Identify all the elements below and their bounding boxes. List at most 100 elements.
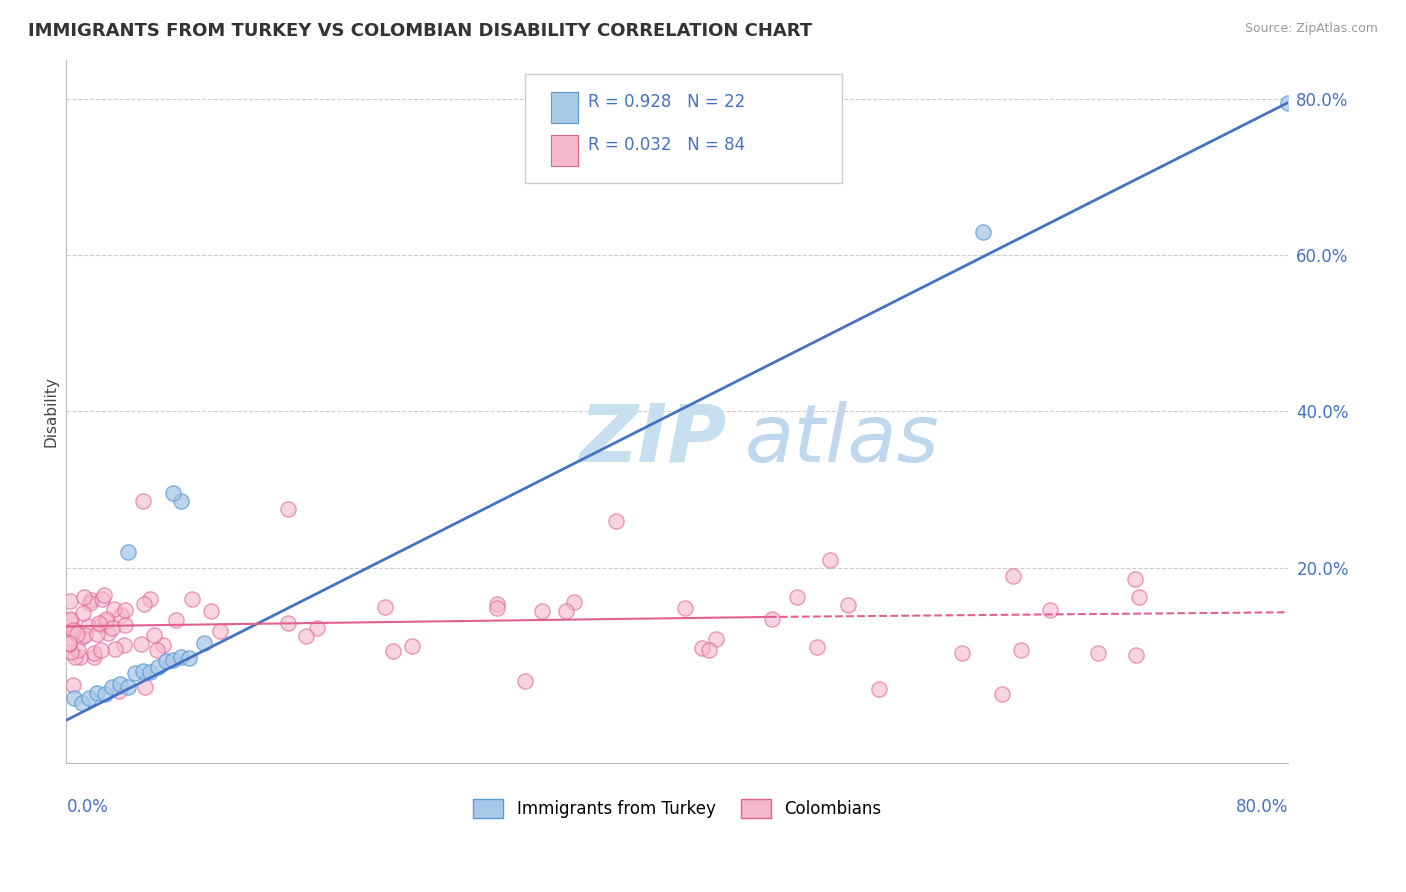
Legend: Immigrants from Turkey, Colombians: Immigrants from Turkey, Colombians xyxy=(467,793,887,825)
Point xyxy=(114,603,136,617)
Point xyxy=(103,602,125,616)
FancyBboxPatch shape xyxy=(524,74,842,183)
Point xyxy=(63,691,86,706)
Bar xyxy=(551,135,578,166)
Point xyxy=(112,638,135,652)
Point xyxy=(67,643,90,657)
Point xyxy=(65,650,87,665)
Point xyxy=(181,592,204,607)
Point xyxy=(108,684,131,698)
Point xyxy=(58,637,80,651)
Point xyxy=(555,604,578,618)
Point xyxy=(277,616,299,631)
Point xyxy=(1010,643,1032,657)
Text: ZIP: ZIP xyxy=(579,401,727,478)
Text: 0.0%: 0.0% xyxy=(66,798,108,816)
Point xyxy=(562,595,585,609)
Point xyxy=(117,545,139,559)
Point xyxy=(70,630,93,644)
Point xyxy=(818,553,841,567)
Point xyxy=(837,598,859,612)
Point xyxy=(485,600,508,615)
Point xyxy=(91,592,114,607)
Point xyxy=(134,680,156,694)
Point xyxy=(486,597,509,611)
Point xyxy=(706,632,728,646)
Point xyxy=(208,624,231,639)
Point xyxy=(79,690,101,705)
Point xyxy=(155,654,177,668)
Point xyxy=(170,649,193,664)
Text: 80.0%: 80.0% xyxy=(1236,798,1288,816)
Point xyxy=(786,590,808,604)
Text: atlas: atlas xyxy=(744,401,939,478)
Point xyxy=(605,514,627,528)
Point xyxy=(69,649,91,664)
Point xyxy=(1039,603,1062,617)
Point xyxy=(66,627,89,641)
Text: R = 0.032   N = 84: R = 0.032 N = 84 xyxy=(588,136,745,153)
Point xyxy=(146,660,169,674)
Point xyxy=(97,625,120,640)
Point xyxy=(89,616,111,631)
Point xyxy=(374,599,396,614)
Point xyxy=(59,644,82,658)
Point xyxy=(132,664,155,678)
Point xyxy=(72,590,94,604)
Point xyxy=(139,665,162,680)
Point xyxy=(80,593,103,607)
Point xyxy=(530,604,553,618)
Point xyxy=(62,678,84,692)
Point xyxy=(1087,646,1109,660)
Point xyxy=(162,486,184,500)
Point xyxy=(690,640,713,655)
Point xyxy=(134,597,156,611)
Point xyxy=(83,646,105,660)
Point xyxy=(90,618,112,632)
Point xyxy=(162,653,184,667)
Text: R = 0.928   N = 22: R = 0.928 N = 22 xyxy=(588,93,745,112)
Point xyxy=(165,613,187,627)
Point xyxy=(170,494,193,508)
Point xyxy=(62,624,84,638)
Point xyxy=(806,640,828,655)
Y-axis label: Disability: Disability xyxy=(44,376,58,447)
Point xyxy=(77,619,100,633)
Point xyxy=(950,647,973,661)
Point xyxy=(79,595,101,609)
Point xyxy=(177,650,200,665)
Point xyxy=(761,612,783,626)
Point xyxy=(972,225,994,239)
Point xyxy=(70,696,93,710)
Point xyxy=(513,674,536,689)
Point xyxy=(991,687,1014,701)
Point xyxy=(93,687,115,701)
Point xyxy=(152,638,174,652)
Point xyxy=(90,643,112,657)
Point xyxy=(100,622,122,636)
Point xyxy=(117,680,139,694)
Point xyxy=(132,494,155,508)
Bar xyxy=(551,92,578,123)
Point xyxy=(699,643,721,657)
Point xyxy=(110,608,132,623)
Point xyxy=(83,650,105,665)
Point xyxy=(86,627,108,641)
Point xyxy=(114,618,136,632)
Point xyxy=(146,642,169,657)
Point xyxy=(143,628,166,642)
Point xyxy=(93,589,115,603)
Point xyxy=(86,686,108,700)
Point xyxy=(295,629,318,643)
Point xyxy=(382,644,405,658)
Point xyxy=(401,639,423,653)
Point xyxy=(72,606,94,620)
Text: Source: ZipAtlas.com: Source: ZipAtlas.com xyxy=(1244,22,1378,36)
Point xyxy=(124,665,146,680)
Point xyxy=(94,614,117,628)
Point xyxy=(673,601,696,615)
Point xyxy=(96,612,118,626)
Point xyxy=(1002,568,1025,582)
Point xyxy=(277,502,299,516)
Point xyxy=(1128,590,1150,604)
